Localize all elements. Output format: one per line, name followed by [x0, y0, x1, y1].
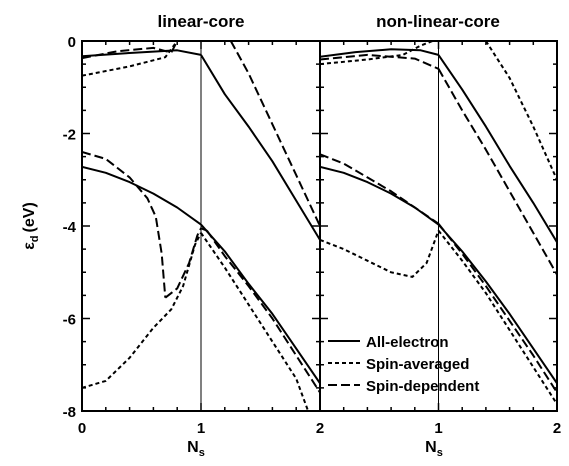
- series-line-solid-panel-1-2: [320, 165, 440, 226]
- svg-text:εd(eV): εd (eV): [21, 202, 41, 250]
- panel-title-1: non-linear-core: [376, 12, 500, 31]
- x-tick-label-panel-1: 2: [553, 420, 561, 437]
- legend-label-0: All-electron: [366, 334, 449, 351]
- y-tick-label: -8: [63, 404, 76, 421]
- svg-text:Ns: Ns: [187, 439, 205, 459]
- series-line-solid-panel-0-0: [82, 49, 202, 58]
- y-axis-label-subscript: d: [29, 235, 41, 242]
- legend-label-2: Spin-dependent: [366, 378, 479, 395]
- y-tick-label: 0: [68, 34, 76, 51]
- x-axis-label-1: Ns: [425, 439, 443, 459]
- x-tick-label-panel-0: 1: [197, 420, 205, 437]
- series-line-long-dash-panel-1-8: [320, 53, 439, 70]
- series-line-long-dash-panel-0-9: [82, 151, 167, 298]
- series-group-panel-1: [320, 41, 557, 405]
- series-line-long-dash-panel-1-10: [320, 153, 440, 225]
- series-line-long-dash-panel-0-10: [164, 227, 208, 299]
- series-line-short-dash-panel-0-6: [200, 232, 310, 411]
- series-line-long-dash-panel-0-8: [229, 41, 320, 227]
- series-line-solid-panel-1-3: [437, 223, 557, 384]
- series-line-long-dash-panel-1-11: [437, 223, 557, 394]
- x-tick-label-panel-0: 0: [78, 420, 86, 437]
- series-line-short-dash-panel-0-5: [82, 232, 202, 389]
- legend: All-electron Spin-averaged Spin-dependen…: [328, 334, 479, 395]
- panel-title-0: linear-core: [158, 12, 245, 31]
- series-line-short-dash-panel-1-6: [320, 230, 440, 278]
- series-line-long-dash-panel-0-11: [206, 230, 320, 394]
- y-axis-label-symbol: ε: [21, 242, 38, 250]
- series-line-short-dash-panel-1-5: [485, 41, 557, 181]
- x-axis-label-symbol: N: [187, 439, 199, 456]
- series-group-panel-0: [82, 41, 320, 411]
- series-line-solid-panel-1-0: [320, 48, 439, 58]
- x-tick-label-panel-1: 1: [434, 420, 442, 437]
- series-line-long-dash-panel-1-9: [437, 68, 557, 276]
- x-axis-label-subscript: s: [199, 447, 205, 459]
- y-tick-label: -2: [63, 127, 76, 144]
- x-axis-label-0: Ns: [187, 439, 205, 459]
- series-line-solid-panel-1-1: [437, 54, 557, 243]
- x-axis-label-symbol: N: [425, 439, 437, 456]
- svg-text:Ns: Ns: [425, 439, 443, 459]
- y-axis-label-unit: (eV): [21, 202, 38, 232]
- series-line-solid-panel-0-1: [200, 54, 320, 241]
- y-axis-label: εd (eV): [21, 202, 41, 250]
- x-tick-label-panel-0: 2: [316, 420, 324, 437]
- y-tick-label: -6: [63, 312, 76, 329]
- y-tick-label: -4: [63, 219, 77, 236]
- x-axis-label-subscript: s: [437, 447, 443, 459]
- series-line-solid-panel-0-3: [200, 223, 320, 384]
- series-line-short-dash-panel-1-7: [437, 229, 557, 405]
- legend-label-1: Spin-averaged: [366, 356, 469, 373]
- series-line-long-dash-panel-0-7: [82, 41, 184, 60]
- series-line-solid-panel-0-2: [82, 165, 202, 226]
- plot-area-linear-core: 0 1 2 0 -2 -4 -6 -8: [63, 34, 325, 437]
